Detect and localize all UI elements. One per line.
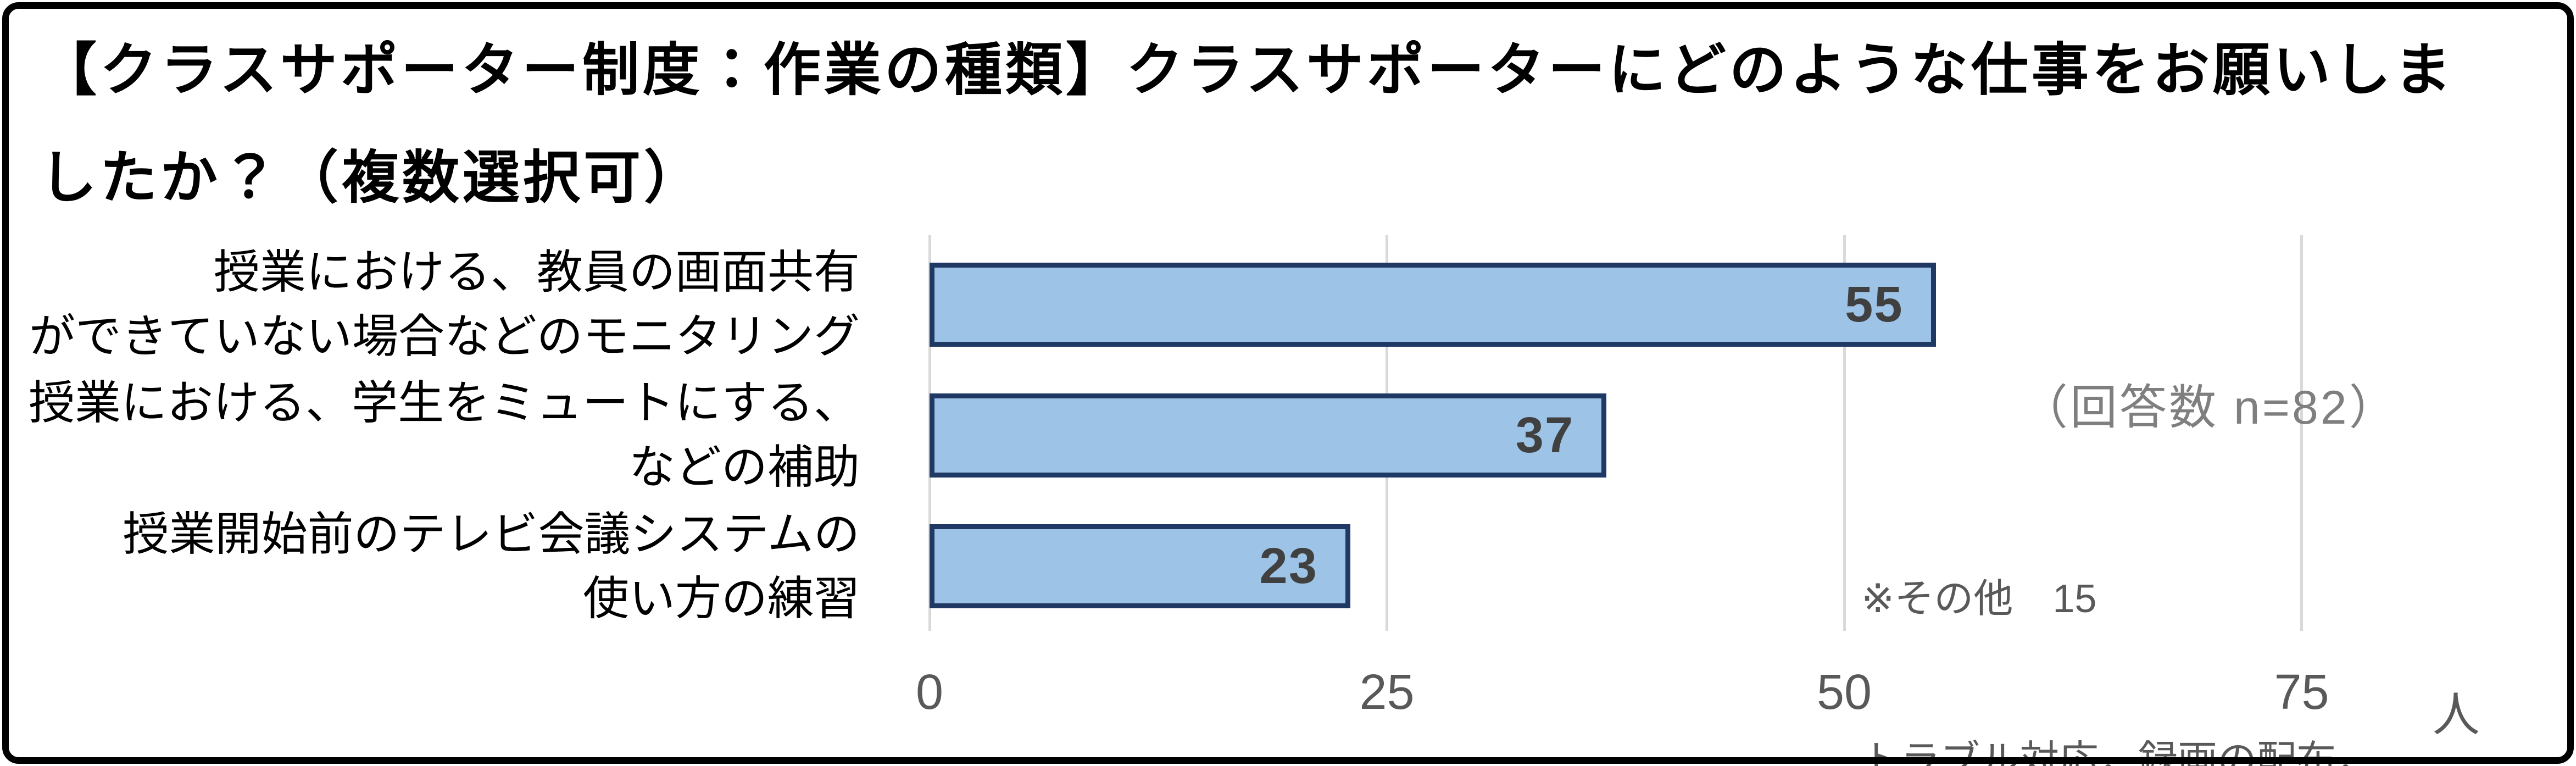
category-label-3: 授業開始前のテレビ会議システムの 使い方の練習 [123,508,860,624]
bar-value-label-1: 55 [1845,276,1904,332]
other-note-line-1: ※その他 15 [1861,577,2097,621]
x-tick-label-25: 25 [1359,665,1415,720]
response-count-annotation: （回答数 n=82） [2021,381,2399,434]
other-note-line-2: トラブル対応，録画の配布， [1861,739,2376,766]
chart-title: 【クラスサポーター制度：作業の種類】クラスサポーターにどのような仕事をお願いしま… [40,38,2455,210]
other-note-annotation: ※その他 15 トラブル対応，録画の配布， 出席確認のサポート 等 [1861,464,2375,766]
x-tick-label-0: 0 [915,665,944,720]
bar-2: 37 [930,393,1607,478]
bar-value-label-2: 37 [1515,407,1574,463]
bar-value-label-3: 23 [1259,538,1318,595]
x-tick-label-75: 75 [2274,665,2329,720]
x-tick-label-50: 50 [1816,665,1872,720]
x-axis-unit-label: 人 [2433,689,2480,741]
gridline-x-50 [1843,235,1846,631]
bar-3: 23 [930,524,1350,609]
bar-1: 55 [930,262,1936,347]
category-label-2: 授業における、学生をミュートにする、 などの補助 [29,377,860,493]
gridline-x-75 [2300,235,2303,631]
category-label-1: 授業における、教員の画面共有 ができていない場合などのモニタリング [29,246,860,363]
